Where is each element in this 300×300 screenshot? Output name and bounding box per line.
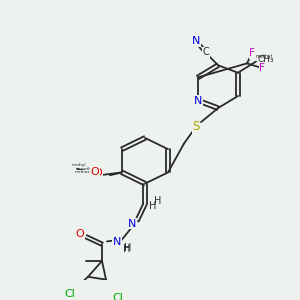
Text: H: H <box>124 243 131 253</box>
Text: O: O <box>76 229 84 239</box>
Text: C: C <box>202 47 209 57</box>
Text: Cl: Cl <box>64 289 75 298</box>
Text: methyl: methyl <box>81 167 95 171</box>
Text: methoxy: methoxy <box>75 170 93 174</box>
Text: O: O <box>91 167 99 177</box>
Text: N: N <box>192 36 200 46</box>
Text: H: H <box>149 201 157 211</box>
Text: methyl: methyl <box>255 54 272 59</box>
Text: N: N <box>113 237 121 247</box>
Text: F: F <box>259 63 265 73</box>
Text: O: O <box>94 168 102 178</box>
Text: H: H <box>154 196 161 206</box>
Text: Cl: Cl <box>112 293 123 300</box>
Text: S: S <box>192 120 200 133</box>
Text: F: F <box>249 48 255 58</box>
Text: methyl: methyl <box>72 163 86 167</box>
Text: N: N <box>194 96 202 106</box>
Text: H: H <box>123 244 131 254</box>
Text: CH₃: CH₃ <box>258 55 274 64</box>
Text: N: N <box>128 219 136 229</box>
